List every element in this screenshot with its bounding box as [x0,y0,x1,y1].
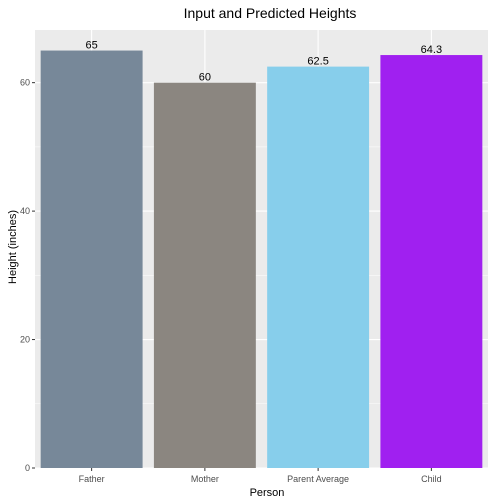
data-label: 64.3 [421,44,442,56]
data-label: 62.5 [307,56,328,68]
data-label: 65 [86,40,98,52]
bar-child [380,55,483,468]
x-tick-label: Parent Average [287,474,349,484]
y-axis: 0 20 40 60 [20,78,35,473]
x-axis-title: Person [250,487,285,499]
bars-group [40,50,483,469]
y-axis-title: Height (inches) [7,210,19,284]
x-tick-label: Father [79,474,105,484]
chart-title: Input and Predicted Heights [184,5,357,21]
bar-father [40,50,143,468]
x-axis: Father Mother Parent Average Child [79,468,442,484]
data-labels-group: 65 60 62.5 64.3 [86,40,443,84]
x-tick-label: Child [421,474,442,484]
data-label: 60 [199,72,211,84]
y-tick-label: 40 [20,206,30,216]
y-tick-label: 0 [25,463,30,473]
x-tick-label: Mother [191,474,219,484]
y-tick-label: 60 [20,78,30,88]
bar-parent-average [267,66,370,468]
y-tick-label: 20 [20,335,30,345]
bar-mother [153,82,256,469]
